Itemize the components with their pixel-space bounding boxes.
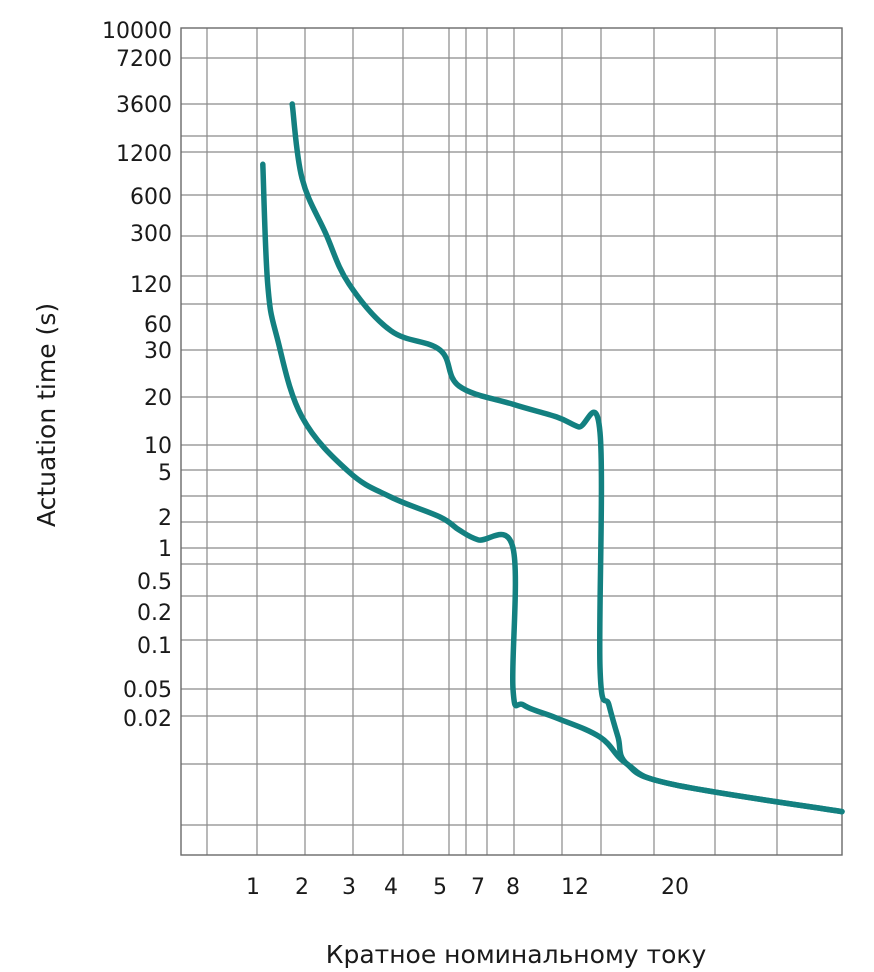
- y-tick-label: 1200: [116, 142, 172, 167]
- vertical-gridlines: [206, 28, 778, 855]
- y-tick-label: 0.2: [137, 601, 172, 626]
- y-tick-label: 0.5: [137, 570, 172, 595]
- x-tick-label: 8: [506, 875, 520, 900]
- y-axis-title: Actuation time (s): [32, 303, 61, 527]
- y-tick-label: 300: [130, 222, 172, 247]
- curves: [260, 101, 845, 815]
- x-tick-label: 3: [342, 875, 356, 900]
- y-tick-label: 10000: [102, 19, 172, 44]
- series-line-1: [289, 101, 845, 815]
- x-tick-labels: 1 2 3 4 5 7 8 12 20: [246, 875, 689, 900]
- x-tick-label: 4: [384, 875, 398, 900]
- x-axis-title: Кратное номинальному току: [326, 940, 707, 969]
- horizontal-gridlines: [181, 57, 842, 826]
- y-tick-label: 5: [158, 461, 172, 486]
- x-tick-label: 7: [471, 875, 485, 900]
- x-tick-label: 2: [295, 875, 309, 900]
- x-tick-label: 12: [561, 875, 589, 900]
- y-tick-label: 0.1: [137, 634, 172, 659]
- y-tick-label: 20: [144, 386, 172, 411]
- y-tick-label: 30: [144, 339, 172, 364]
- x-tick-label: 5: [433, 875, 447, 900]
- y-tick-label: 1: [158, 537, 172, 562]
- plot-frame: [180, 27, 843, 856]
- y-tick-label: 60: [144, 313, 172, 338]
- y-tick-label: 10: [144, 434, 172, 459]
- y-tick-label: 7200: [116, 47, 172, 72]
- y-tick-label: 0.05: [123, 678, 172, 703]
- x-tick-label: 20: [661, 875, 689, 900]
- y-tick-label: 120: [130, 273, 172, 298]
- y-tick-label: 600: [130, 185, 172, 210]
- y-tick-label: 2: [158, 506, 172, 531]
- x-tick-label: 1: [246, 875, 260, 900]
- series-line-0: [260, 161, 845, 815]
- y-tick-label: 3600: [116, 93, 172, 118]
- y-tick-label: 0.02: [123, 707, 172, 732]
